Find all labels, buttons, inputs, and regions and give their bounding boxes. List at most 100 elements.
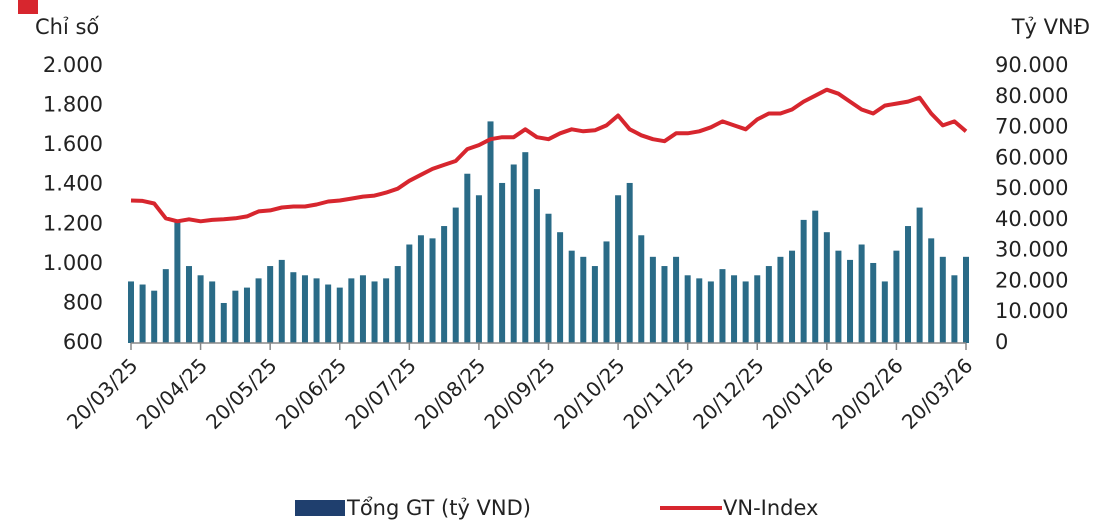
- x-tick-label: 20/03/26: [897, 353, 977, 433]
- x-tick-label: 20/09/25: [479, 353, 559, 433]
- bar: [707, 281, 714, 343]
- bar: [835, 250, 842, 343]
- y-tick-label: 1.400: [43, 172, 103, 196]
- bar: [893, 250, 900, 343]
- y-axis-title: Chỉ số: [35, 15, 99, 39]
- bar: [673, 256, 680, 343]
- y-tick-label: 800: [63, 290, 103, 314]
- bar: [754, 275, 761, 343]
- bar: [858, 244, 865, 343]
- y2-tick-label: 40.000: [995, 207, 1068, 231]
- bar: [765, 266, 772, 343]
- bar: [881, 281, 888, 343]
- y-tick-label: 1.200: [43, 211, 103, 235]
- bar: [684, 275, 691, 343]
- x-tick-label: 20/05/25: [201, 353, 281, 433]
- bar: [371, 281, 378, 343]
- bar: [870, 262, 877, 343]
- y2-tick-label: 20.000: [995, 268, 1068, 292]
- bar: [557, 232, 564, 343]
- x-tick-label: 20/12/25: [688, 353, 768, 433]
- bar: [162, 269, 169, 343]
- bar: [522, 152, 529, 343]
- bar: [939, 256, 946, 343]
- bar: [348, 278, 355, 343]
- bar: [591, 266, 598, 343]
- y-tick-label: 1.800: [43, 93, 103, 117]
- bar: [800, 219, 807, 343]
- y2-tick-label: 60.000: [995, 145, 1068, 169]
- bar: [847, 259, 854, 343]
- y2-tick-label: 0: [995, 330, 1008, 354]
- bar: [905, 226, 912, 343]
- line: [130, 87, 968, 224]
- legend-label: Tổng GT (tỷ VND): [346, 496, 531, 520]
- bar: [545, 213, 552, 343]
- bar: [510, 164, 517, 343]
- x-tick-label: 20/07/25: [340, 353, 420, 433]
- y-tick-label: 1.000: [43, 251, 103, 275]
- bar: [278, 259, 285, 343]
- bar: [812, 210, 819, 343]
- bar: [174, 219, 181, 343]
- bar: [139, 284, 146, 343]
- legend-swatch: [295, 500, 345, 516]
- y-tick-label: 600: [63, 330, 103, 354]
- x-tick-label: 20/02/26: [827, 353, 907, 433]
- bar: [394, 266, 401, 343]
- x-tick-label: 20/08/25: [410, 353, 490, 433]
- title-marker: [18, 0, 38, 14]
- x-tick-label: 20/01/26: [758, 353, 838, 433]
- bar: [232, 290, 239, 343]
- y2-tick-label: 50.000: [995, 176, 1068, 200]
- bar: [789, 250, 796, 343]
- bar: [649, 256, 656, 343]
- bar: [615, 195, 622, 343]
- bar: [731, 275, 738, 343]
- y2-tick-label: 80.000: [995, 84, 1068, 108]
- bar: [719, 269, 726, 343]
- bar: [951, 275, 958, 343]
- bar: [661, 266, 668, 343]
- bar: [417, 235, 424, 343]
- bar: [568, 250, 575, 343]
- bar: [255, 278, 262, 343]
- bar: [823, 232, 830, 343]
- legend-label: VN-Index: [723, 496, 818, 520]
- bar: [128, 281, 134, 343]
- bar: [696, 278, 703, 343]
- x-tick-label: 20/10/25: [549, 353, 629, 433]
- bar: [533, 189, 540, 343]
- bar: [626, 182, 633, 343]
- bar: [325, 284, 332, 343]
- bar: [406, 244, 413, 343]
- bar: [638, 235, 645, 343]
- y2-tick-label: 90.000: [995, 53, 1068, 77]
- bar: [742, 281, 749, 343]
- y2-tick-label: 30.000: [995, 238, 1068, 262]
- bar: [963, 256, 969, 343]
- y-tick-label: 1.600: [43, 132, 103, 156]
- x-tick-label: 20/06/25: [271, 353, 351, 433]
- bar: [243, 287, 250, 343]
- bar: [777, 256, 784, 343]
- bar: [359, 275, 366, 343]
- y2-tick-label: 10.000: [995, 299, 1068, 323]
- bar: [336, 287, 343, 343]
- bar: [313, 278, 320, 343]
- bar: [197, 275, 204, 343]
- bar: [603, 241, 610, 343]
- bar: [452, 207, 459, 343]
- y-tick-label: 2.000: [43, 53, 103, 77]
- bar: [301, 275, 308, 343]
- bar: [487, 121, 494, 344]
- bar: [267, 266, 274, 343]
- x-tick-label: 20/03/25: [62, 353, 142, 433]
- bar: [151, 290, 158, 343]
- y2-tick-label: 70.000: [995, 115, 1068, 139]
- bar: [383, 278, 390, 343]
- bar: [916, 207, 923, 343]
- bar: [185, 266, 192, 343]
- bar: [429, 238, 436, 343]
